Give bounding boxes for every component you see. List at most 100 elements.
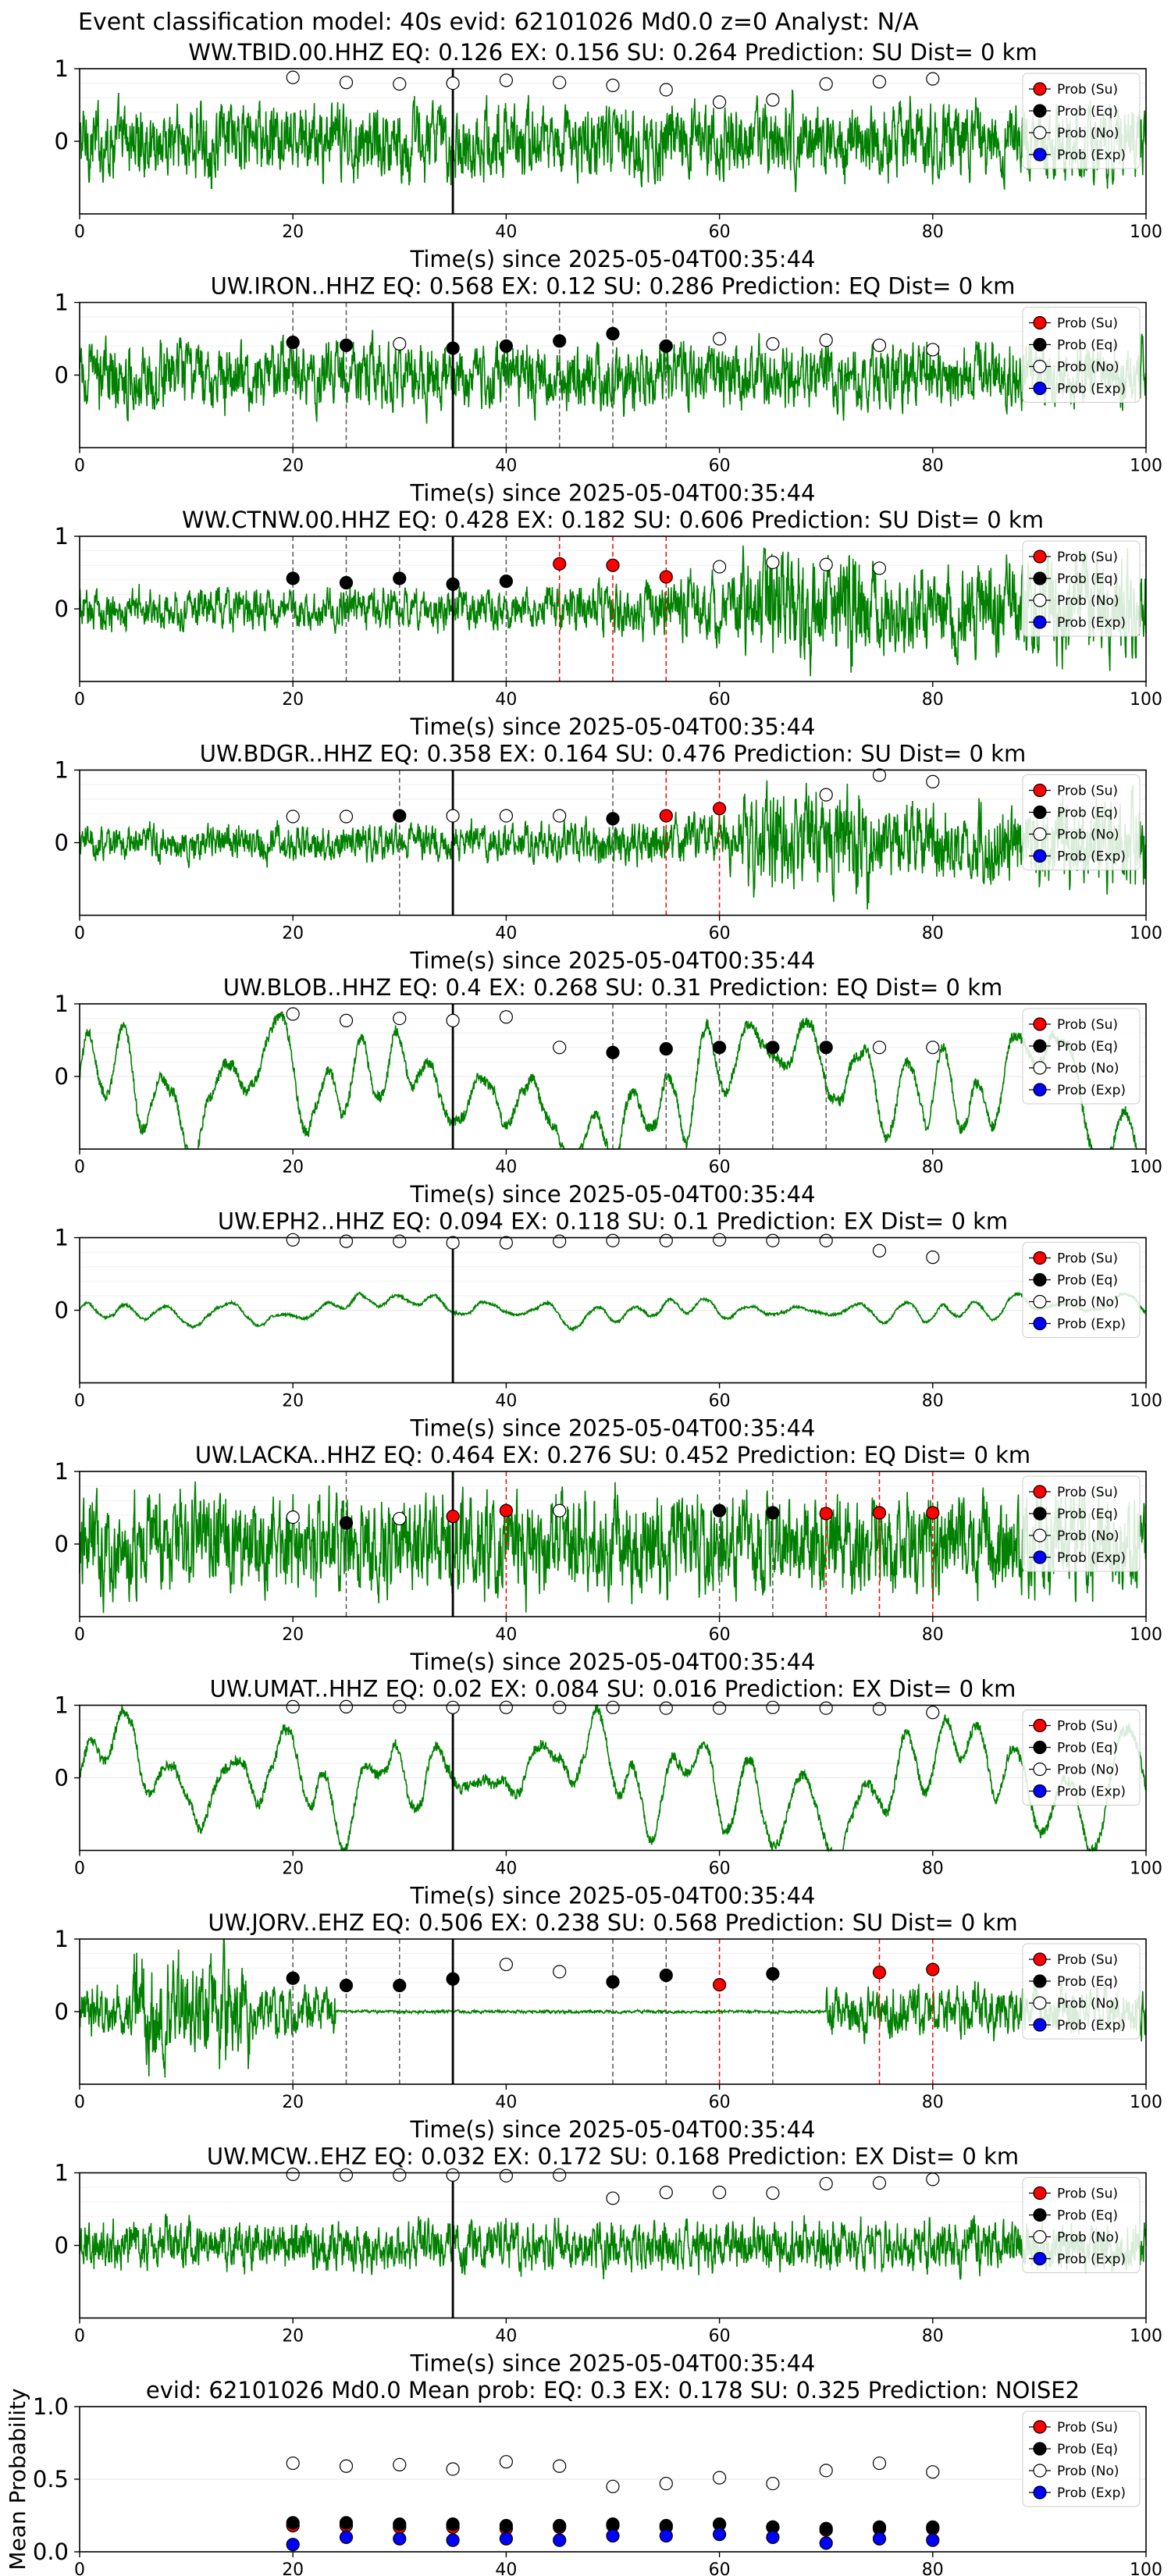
panel-10-legend-label: Prob (Exp) [1057,2252,1126,2268]
panel-11-legend-box [1022,2411,1141,2507]
panel-6-prob-marker [659,1233,673,1247]
panel-9-prob-marker [286,1971,300,1985]
panel-4-xtick-label: 60 [709,924,731,944]
panel-6-legend-marker [1033,1251,1047,1265]
panel-5-xtick-label: 0 [74,1158,85,1177]
panel-6-xtick-label: 20 [282,1392,304,1411]
panel-9-legend-label: Prob (Exp) [1057,2018,1126,2033]
panel-4-legend-label: Prob (Exp) [1057,849,1126,865]
panel-2-legend-marker [1033,359,1047,374]
panel-11-mean-marker [606,2517,620,2532]
panel-5-prob-marker [872,1041,887,1055]
panel-1-legend-label: Prob (Eq) [1057,104,1118,119]
panel-11-mean-marker [499,2532,514,2546]
panel-11-legend-marker [1033,2464,1047,2478]
panel-9-xlabel: Time(s) since 2025-05-04T00:35:44 [410,2116,816,2143]
panel-8-legend-marker [1033,1718,1047,1733]
panel-8-prob-marker [606,1700,620,1714]
panel-4-prob-marker [712,802,727,816]
panel-7-prob-marker [446,1510,460,1524]
panel-9-title: UW.JORV..EHZ EQ: 0.506 EX: 0.238 SU: 0.5… [208,1909,1017,1936]
panel-1-xtick-label: 60 [709,222,731,242]
panel-11-mean-marker [819,2536,833,2550]
panel-10-prob-marker [819,2176,833,2191]
panel-11-legend-label: Prob (Su) [1057,2420,1118,2435]
panel-11-mean-marker [499,2518,514,2533]
panel-11-mean-marker [926,2520,940,2534]
panel-3-prob-marker [286,571,300,585]
panel-6-legend-marker [1033,1272,1047,1287]
panel-2-prob-marker [606,326,620,341]
panel-6-prob-marker [926,1251,940,1265]
panel-7-legend-label: Prob (Eq) [1057,1507,1118,1522]
panel-1-waveform [79,88,1147,193]
panel-4-prob-marker [659,809,673,823]
panel-5-prob-marker [819,1041,833,1055]
panel-7-prob-marker [286,1510,300,1525]
panel-11-xtick-label: 0 [74,2560,85,2576]
panel-5-prob-marker [926,1041,940,1055]
panel-4-xtick-label: 80 [922,924,944,944]
panel-4-xtick-label: 40 [495,924,517,944]
panel-7-legend-marker [1033,1485,1047,1499]
panel-10-prob-marker [286,2167,300,2181]
panel-11-mean-marker [553,2533,567,2547]
panel-8-legend-box [1022,1710,1141,1806]
panel-11-mean-marker [393,2517,407,2532]
panel-2-xtick-label: 0 [74,457,85,476]
panel-7-prob-marker [766,1506,780,1520]
panel-4-prob-marker [286,809,300,824]
panel-8-prob-marker [286,1699,300,1713]
panel-9-legend-marker [1033,1952,1047,1966]
panel-3-ytick-label: 1 [55,523,69,550]
panel-3: WW.CTNW.00.HHZ EQ: 0.428 EX: 0.182 SU: 0… [55,507,1162,740]
panel-4-prob-marker [499,809,514,823]
panel-7-prob-marker [872,1506,887,1520]
panel-1-legend-marker [1033,126,1047,140]
panel-8-prob-marker [872,1702,887,1716]
panel-2-prob-marker [819,333,833,347]
panel-11-xtick-label: 60 [709,2560,731,2576]
panel-9: UW.JORV..EHZ EQ: 0.506 EX: 0.238 SU: 0.5… [55,1909,1162,2143]
panel-3-xlabel: Time(s) since 2025-05-04T00:35:44 [410,713,816,740]
panel-5-legend-box [1022,1008,1141,1105]
panel-3-prob-marker [553,557,567,571]
panel-5-legend-label: Prob (No) [1057,1061,1119,1076]
panel-11-xtick-label: 80 [922,2560,944,2576]
panel-5-prob-marker [712,1041,727,1055]
panel-9-prob-marker [339,1978,354,1993]
panel-3-legend-marker [1033,571,1047,585]
panel-4-prob-marker [339,809,354,824]
panel-11-legend-label: Prob (Exp) [1057,2485,1126,2501]
panel-6-prob-marker [553,1234,567,1248]
panel-1: WW.TBID.00.HHZ EQ: 0.126 EX: 0.156 SU: 0… [55,39,1162,272]
panel-4-legend-marker [1033,849,1047,863]
panel-10-prob-marker [606,2191,620,2205]
panel-3-legend-box [1022,540,1141,637]
panel-3-prob-marker [446,577,460,591]
panel-4-prob-marker [553,809,567,823]
panel-3-prob-marker [766,555,780,570]
panel-11-mean-marker [926,2465,940,2479]
panel-8-prob-marker [553,1700,567,1714]
panel-11-ytick-label: 1.0 [33,2393,69,2420]
panel-2-prob-marker [712,332,727,346]
panel-3-prob-marker [606,558,620,572]
panel-11-mean-marker [606,2479,620,2493]
panel-6: UW.EPH2..HHZ EQ: 0.094 EX: 0.118 SU: 0.1… [55,1208,1162,1442]
panel-11-mean-marker [766,2530,780,2544]
panel-2-legend-label: Prob (No) [1057,360,1119,375]
panel-6-xtick-label: 80 [922,1392,944,1411]
panel-7-xlabel: Time(s) since 2025-05-04T00:35:44 [410,1649,816,1675]
panel-1-legend-marker [1033,82,1047,96]
panel-9-prob-marker [712,1977,727,1992]
panel-8-legend-label: Prob (No) [1057,1763,1119,1778]
panel-1-xtick-label: 40 [495,222,517,242]
panel-5-xtick-label: 100 [1130,1158,1162,1177]
panel-3-prob-marker [819,557,833,571]
panel-7-prob-marker [819,1507,833,1521]
panel-4-ytick-label: 1 [55,757,69,784]
panel-3-legend-label: Prob (Su) [1057,550,1118,565]
panel-5-xtick-label: 80 [922,1158,944,1177]
